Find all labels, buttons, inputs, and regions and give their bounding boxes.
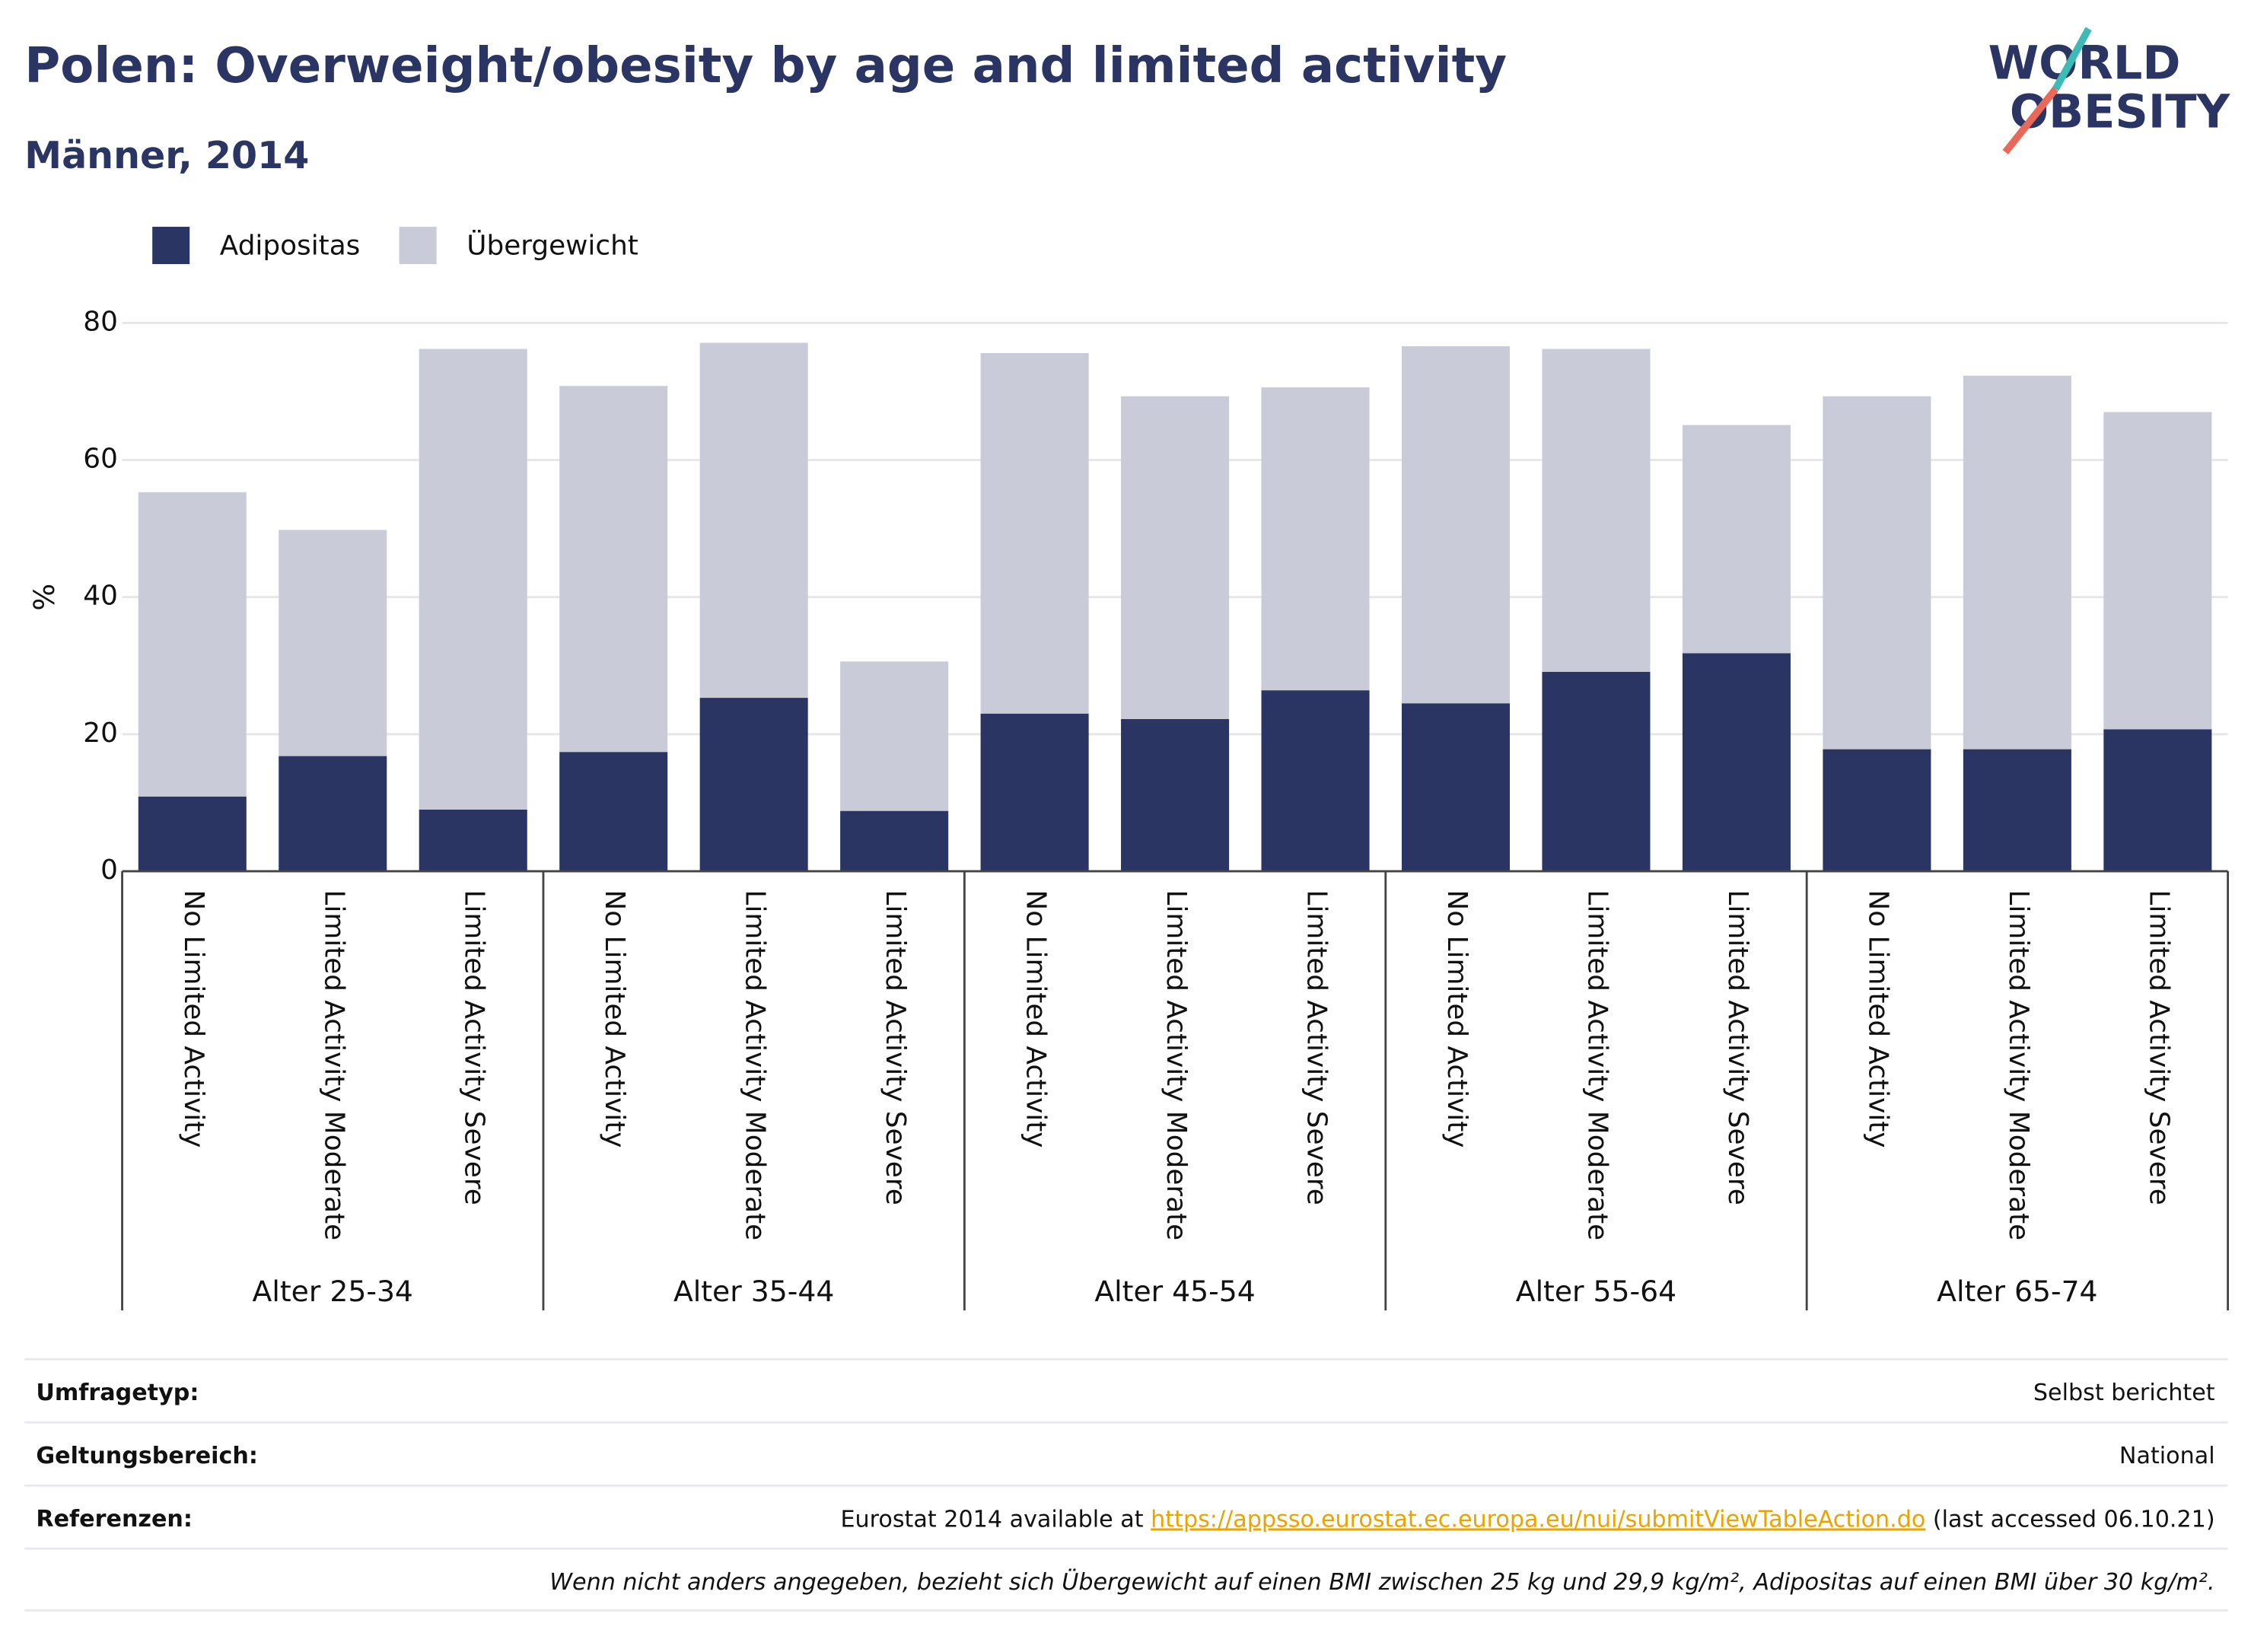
row-label: Referenzen: xyxy=(36,1506,193,1533)
y-tick-label: 0 xyxy=(100,855,118,886)
bar-segment xyxy=(559,386,668,753)
table-note: Wenn nicht anders angegeben, bezieht sic… xyxy=(549,1568,2214,1596)
bar-segment xyxy=(699,342,808,699)
ref-text: Eurostat 2014 available at xyxy=(840,1506,1151,1533)
bar-segment xyxy=(1823,749,1931,871)
x-tick-label: Limited Activity Moderate xyxy=(1581,890,1613,1240)
bar-segment xyxy=(980,713,1089,871)
legend-swatch xyxy=(152,227,190,265)
bar-segment xyxy=(699,698,808,871)
x-tick-label: No Limited Activity xyxy=(599,890,630,1147)
x-tick-label: Limited Activity Severe xyxy=(459,890,490,1205)
x-tick-label: Limited Activity Moderate xyxy=(318,890,349,1240)
bar-segment xyxy=(1823,396,1931,750)
logo-slash xyxy=(2052,27,2092,91)
y-tick-label: 40 xyxy=(83,581,118,612)
logo-text: OBESITY xyxy=(2010,85,2231,138)
group-label: Alter 55-64 xyxy=(1516,1275,1676,1308)
y-tick-label: 20 xyxy=(83,718,118,749)
legend-swatch xyxy=(399,227,437,265)
bar-segment xyxy=(279,530,387,756)
logo: WORLD OBESITY xyxy=(1988,27,2231,154)
x-tick-label: No Limited Activity xyxy=(1862,890,1893,1147)
x-tick-label: Limited Activity Severe xyxy=(1722,890,1753,1205)
bar-segment xyxy=(559,752,668,871)
x-tick-label: Limited Activity Moderate xyxy=(1161,890,1192,1240)
bar-segment xyxy=(1542,671,1651,871)
x-tick-label: Limited Activity Severe xyxy=(880,890,911,1205)
bar-segment xyxy=(1682,425,1791,654)
bar-segment xyxy=(2103,412,2212,730)
x-tick-label: Limited Activity Moderate xyxy=(2003,890,2034,1240)
bar-segment xyxy=(279,756,387,871)
bar-segment xyxy=(419,349,527,810)
row-value: Selbst berichtet xyxy=(2033,1380,2215,1406)
x-tick-label: Limited Activity Severe xyxy=(2143,890,2174,1205)
bar-segment xyxy=(1401,346,1511,704)
legend-label: Übergewicht xyxy=(466,229,638,261)
ref-link[interactable]: https://appsso.eurostat.ec.europa.eu/nui… xyxy=(1151,1506,1925,1533)
y-tick-label: 80 xyxy=(83,306,118,337)
y-axis-label: % xyxy=(27,584,61,611)
bar-segment xyxy=(1261,690,1370,871)
row-value: Eurostat 2014 available at https://appss… xyxy=(840,1506,2214,1533)
legend-label: Adipositas xyxy=(220,230,361,261)
y-tick-label: 60 xyxy=(83,444,118,475)
x-tick-label: No Limited Activity xyxy=(178,890,209,1147)
bar-segment xyxy=(1542,349,1651,672)
logo-text: WORLD xyxy=(1988,37,2181,90)
bar-segment xyxy=(980,353,1089,714)
chart-subtitle: Männer, 2014 xyxy=(24,133,309,177)
bar-segment xyxy=(840,661,949,811)
bar-segment xyxy=(1261,387,1370,691)
bar-segment xyxy=(2103,729,2212,871)
row-value: National xyxy=(2119,1443,2215,1469)
bar-segment xyxy=(1401,703,1511,871)
x-tick-label: Limited Activity Severe xyxy=(1301,890,1332,1205)
bar-segment xyxy=(419,809,527,871)
bar-segment xyxy=(1963,375,2071,750)
x-tick-label: No Limited Activity xyxy=(1441,890,1473,1147)
x-tick-label: No Limited Activity xyxy=(1020,890,1052,1147)
row-label: Geltungsbereich: xyxy=(36,1443,258,1469)
bar-segment xyxy=(1682,653,1791,871)
bar-segment xyxy=(138,492,247,797)
bar-segment xyxy=(840,810,949,871)
bar-segment xyxy=(1121,396,1230,719)
group-label: Alter 65-74 xyxy=(1937,1275,2097,1308)
x-tick-label: Limited Activity Moderate xyxy=(740,890,771,1240)
group-label: Alter 25-34 xyxy=(253,1275,413,1308)
ref-text: (last accessed 06.10.21) xyxy=(1925,1506,2214,1533)
group-label: Alter 35-44 xyxy=(673,1275,834,1308)
row-label: Umfragetyp: xyxy=(36,1380,199,1406)
logo-slash xyxy=(2002,87,2058,154)
chart-title: Polen: Overweight/obesity by age and lim… xyxy=(24,37,1507,94)
group-label: Alter 45-54 xyxy=(1094,1275,1255,1308)
bar-segment xyxy=(1121,718,1230,871)
bar-segment xyxy=(1963,749,2071,871)
bar-segment xyxy=(138,796,247,871)
